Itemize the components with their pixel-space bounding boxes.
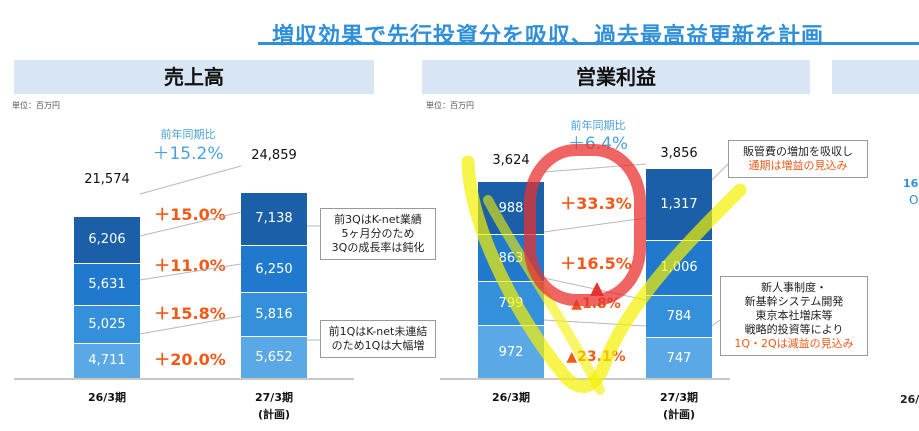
sales-xlabel-27-sub: (計画) bbox=[257, 408, 291, 421]
op-note-sga: 販管費の増加を吸収し 通期は増益の見込み bbox=[728, 140, 868, 178]
sales-growth-q4: ＋15.0% bbox=[154, 205, 226, 224]
op-total-27: 3,856 bbox=[660, 146, 698, 161]
sales-note-3q-line2: 5ヶ月分のため bbox=[341, 227, 415, 240]
op-total-26: 3,624 bbox=[492, 153, 530, 168]
op-growth-q4: ＋33.3% bbox=[560, 194, 632, 213]
op-title-band: 営業利益 bbox=[422, 60, 810, 94]
op-note-invest-line4: 戦略的投資等により bbox=[744, 323, 844, 336]
sales-yoy-label: 前年同期比 bbox=[160, 128, 216, 141]
op-note-sga-pointer bbox=[711, 163, 729, 181]
sales-note-3q-line3: 3Qの成長率は鈍化 bbox=[331, 241, 425, 254]
partial-title-band bbox=[832, 60, 919, 94]
sales-growth-q3: ＋11.0% bbox=[154, 256, 226, 275]
op-xlabel-27: 27/3期 bbox=[660, 391, 698, 404]
sales-bar-1-seg-2: 6,250 bbox=[241, 245, 307, 292]
op-bar-1-seg-1: 784 bbox=[646, 294, 712, 338]
sales-growth-q2: ＋15.8% bbox=[154, 304, 226, 323]
sales-bar-1-seg-1: 5,816 bbox=[241, 291, 307, 336]
highlighter-v-stroke bbox=[461, 155, 747, 393]
sales-connector-q3 bbox=[139, 263, 242, 281]
sales-baseline bbox=[14, 378, 354, 380]
sales-note-3q-line1: 前3QはK-net業績 bbox=[334, 213, 422, 226]
partial-text-2: O bbox=[909, 193, 919, 207]
op-unit: 単位：百万円 bbox=[426, 101, 474, 110]
sales-yoy-value: ＋15.2% bbox=[152, 144, 224, 164]
op-xlabel-26: 26/3期 bbox=[492, 391, 530, 404]
op-note-invest: 新人事制度・ 新基幹システム開発 東京本社増床等 戦略的投資等により 1Q・2Q… bbox=[720, 276, 868, 356]
sales-connector-top bbox=[139, 165, 242, 195]
headline-rule bbox=[258, 42, 919, 45]
sales-bar-1-seg-3: 7,138 bbox=[241, 191, 307, 246]
op-note-invest-line1: 新人事制度・ bbox=[761, 281, 827, 294]
sales-note-1q-line1: 前1QはK-net未連結 bbox=[328, 325, 428, 338]
sales-total-27: 24,859 bbox=[251, 148, 297, 163]
sales-unit: 単位：百万円 bbox=[12, 101, 60, 110]
sales-note-1q: 前1QはK-net未連結 のため1Qは大幅増 bbox=[320, 320, 436, 358]
sales-bar-0-seg-1: 5,025 bbox=[74, 304, 140, 343]
op-note-invest-line5: 1Q・2Qは減益の見込み bbox=[734, 337, 854, 350]
op-note-invest-line2: 新基幹システム開発 bbox=[744, 295, 844, 308]
op-bar-1-seg-0: 747 bbox=[646, 337, 712, 378]
sales-connector-q2 bbox=[139, 315, 242, 335]
op-yoy-label: 前年同期比 bbox=[570, 119, 626, 132]
op-note-invest-line3: 東京本社増床等 bbox=[755, 309, 833, 322]
op-growth-q3: ＋16.5% bbox=[560, 254, 632, 273]
sales-connectors bbox=[139, 165, 320, 341]
sales-note-1q-line2: のため1Qは大幅増 bbox=[331, 339, 425, 352]
sales-bar-0-seg-2: 5,631 bbox=[74, 262, 140, 305]
op-connector-q4 bbox=[543, 217, 647, 233]
sales-connector-q4 bbox=[139, 211, 242, 237]
sales-note-3q: 前3QはK-net業績 5ヶ月分のため 3Qの成長率は鈍化 bbox=[320, 208, 436, 260]
op-note-sga-line1: 販管費の増加を吸収し bbox=[743, 145, 853, 158]
highlighter-circle bbox=[524, 144, 646, 306]
sales-bar-0-seg-3: 6,206 bbox=[74, 216, 140, 263]
sales-total-26: 21,574 bbox=[84, 172, 130, 187]
sales-bar-0-seg-0: 4,711 bbox=[74, 342, 140, 378]
op-note-sga-line2: 通期は増益の見込み bbox=[748, 159, 848, 172]
partial-xlabel: 26/ bbox=[900, 393, 919, 406]
op-baseline bbox=[440, 378, 730, 380]
sales-xlabel-26: 26/3期 bbox=[88, 391, 126, 404]
op-xlabel-27-sub: (計画) bbox=[662, 408, 696, 421]
sales-xlabel-27: 27/3期 bbox=[255, 391, 293, 404]
op-note-invest-pointer bbox=[711, 319, 721, 327]
partial-text-1: 16. bbox=[903, 177, 919, 190]
sales-title-band: 売上高 bbox=[14, 60, 374, 94]
sales-bar-1-seg-0: 5,652 bbox=[241, 335, 307, 378]
sales-growth-q1: ＋20.0% bbox=[154, 350, 226, 369]
red-arrow-marker bbox=[590, 282, 604, 296]
